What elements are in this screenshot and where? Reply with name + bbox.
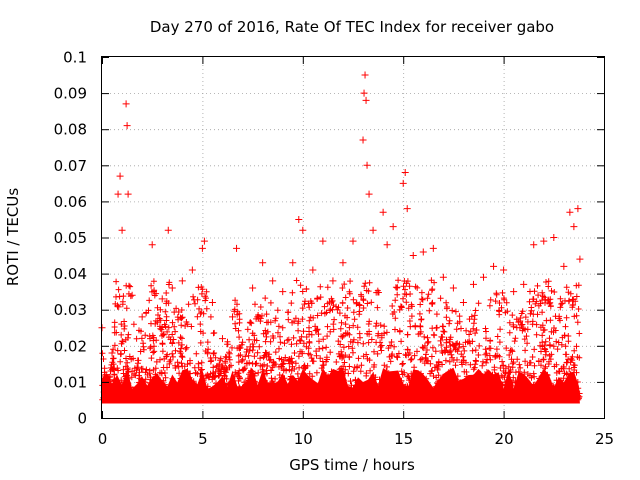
axis-ticks: 0 0.01 0.02 0.03 0.04 0.05 0.06 0.07 0.08 0.09 0.1… [54, 49, 614, 449]
x-tick-label: 15 [394, 430, 413, 448]
data-point [520, 280, 528, 288]
data-point [148, 241, 156, 249]
data-point [200, 237, 208, 245]
data-point [339, 259, 347, 267]
data-point [198, 244, 206, 252]
data-point [362, 96, 370, 104]
data-point [259, 259, 267, 267]
data-point [158, 295, 166, 303]
dense-band [102, 367, 580, 404]
data-point [574, 205, 582, 213]
y-tick-label: 0.06 [54, 193, 87, 211]
data-point [480, 273, 488, 281]
data-point [383, 241, 391, 249]
x-tick-label: 10 [294, 430, 313, 448]
data-point [449, 284, 457, 292]
dense-points [99, 277, 583, 404]
data-point [218, 335, 226, 343]
x-tick-label: 20 [495, 430, 514, 448]
data-point [128, 291, 136, 299]
data-point [365, 190, 373, 198]
data-point [459, 298, 467, 306]
data-point [570, 223, 578, 231]
data-point [118, 226, 126, 234]
data-point [363, 161, 371, 169]
data-point [429, 244, 437, 252]
data-point [510, 288, 518, 296]
data-point [295, 215, 303, 223]
x-tick-label: 5 [198, 430, 208, 448]
data-point [401, 169, 409, 177]
data-point [359, 136, 367, 144]
data-point [108, 349, 116, 357]
y-tick-label: 0.08 [54, 121, 87, 139]
data-point [409, 252, 417, 260]
data-point [269, 277, 277, 285]
data-point [540, 237, 548, 245]
data-point [168, 284, 176, 292]
data-point [164, 226, 172, 234]
y-tick-label: 0.09 [54, 85, 87, 103]
data-point [576, 255, 584, 263]
data-points [98, 71, 584, 379]
y-axis-label: ROTI / TECUs [4, 188, 22, 286]
grid-lines [102, 57, 604, 418]
y-tick-label: 0 [77, 410, 87, 428]
data-point [379, 208, 387, 216]
x-tick-label: 25 [595, 430, 614, 448]
data-point [289, 259, 297, 267]
data-point [349, 237, 357, 245]
x-tick-label: 0 [98, 430, 108, 448]
y-tick-label: 0.04 [54, 265, 87, 283]
data-point [249, 284, 257, 292]
data-point [560, 262, 568, 270]
data-point [550, 234, 558, 241]
data-point [566, 208, 574, 216]
data-point [208, 298, 216, 306]
data-point [500, 266, 508, 274]
data-point [138, 313, 146, 321]
data-point [124, 190, 132, 198]
data-point [469, 280, 477, 288]
data-point [419, 248, 427, 256]
data-point [299, 226, 307, 234]
data-point [114, 190, 122, 198]
y-tick-label: 0.02 [54, 337, 87, 355]
data-point [188, 266, 196, 274]
data-point [279, 288, 287, 296]
data-point [178, 277, 186, 285]
y-tick-label: 0.07 [54, 157, 87, 175]
x-axis-label: GPS time / hours [289, 456, 415, 474]
data-point [439, 273, 447, 281]
y-tick-label: 0.03 [54, 301, 87, 319]
y-tick-label: 0.05 [54, 229, 87, 247]
data-point [229, 313, 237, 321]
data-point [389, 223, 397, 231]
data-point [530, 241, 538, 249]
y-tick-label: 0.1 [63, 49, 87, 67]
data-point [233, 244, 241, 252]
y-tick-label: 0.01 [54, 373, 87, 391]
plot-frame [101, 56, 605, 419]
data-point [319, 237, 327, 245]
data-point [490, 262, 498, 270]
data-point [123, 122, 131, 130]
data-point [361, 71, 369, 79]
data-point [399, 179, 407, 187]
data-point [360, 89, 368, 97]
data-point [309, 266, 317, 274]
chart-title: Day 270 of 2016, Rate Of TEC Index for r… [150, 18, 554, 36]
data-point [329, 277, 337, 285]
data-point [122, 100, 130, 108]
data-point [116, 172, 124, 180]
data-point [369, 226, 377, 234]
data-point [403, 205, 411, 213]
